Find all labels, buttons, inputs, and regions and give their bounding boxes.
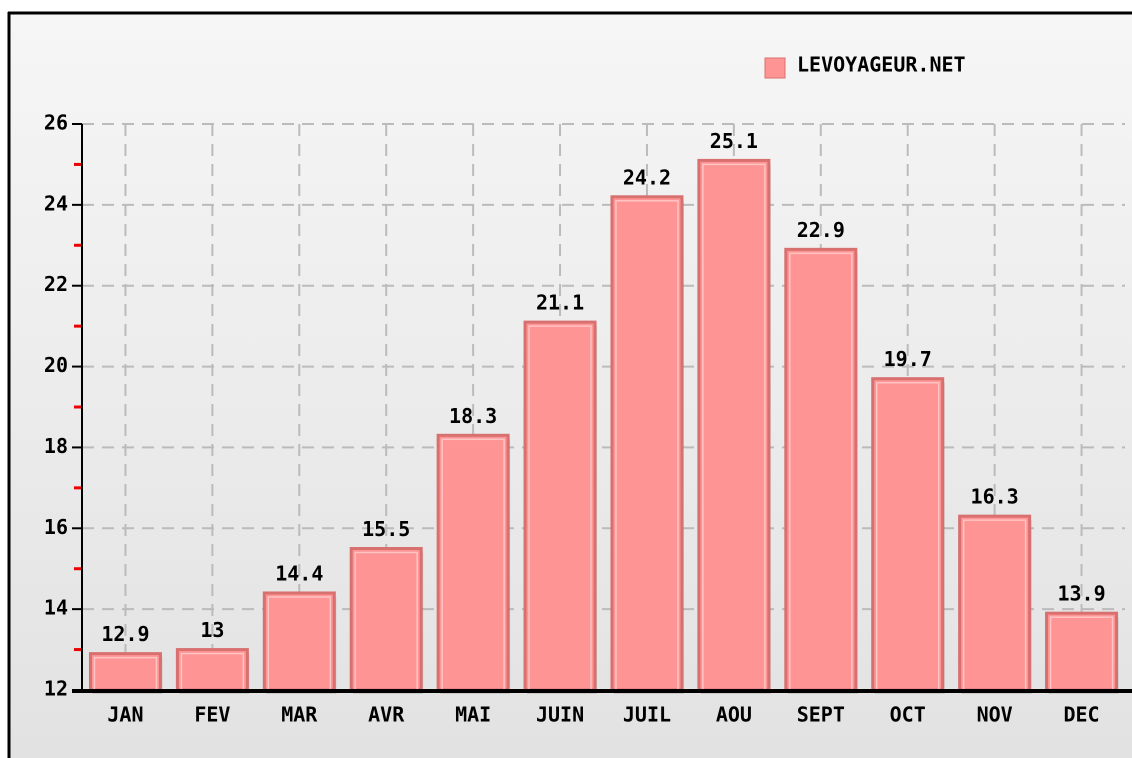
value-label: 21.1 <box>536 291 584 315</box>
bar <box>262 591 336 692</box>
x-tick-label: AOU <box>716 703 752 727</box>
x-tick-label: DEC <box>1063 703 1099 727</box>
bar <box>175 648 249 692</box>
value-label: 19.7 <box>884 347 932 371</box>
bar <box>871 377 945 692</box>
x-tick-label: JUIN <box>536 703 584 727</box>
value-label: 15.5 <box>362 517 410 541</box>
bar <box>88 652 162 692</box>
bar <box>610 195 684 692</box>
x-tick-label: JUIL <box>623 703 671 727</box>
bar <box>784 247 858 692</box>
x-tick-label: MAI <box>455 703 491 727</box>
bar <box>436 433 510 692</box>
value-label: 22.9 <box>797 218 845 242</box>
y-tick-label: 18 <box>44 434 68 458</box>
y-tick-label: 20 <box>44 353 68 377</box>
value-label: 12.9 <box>101 622 149 646</box>
value-label: 16.3 <box>971 485 1019 509</box>
value-label: 25.1 <box>710 129 758 153</box>
x-tick-label: OCT <box>890 703 926 727</box>
legend-swatch <box>764 57 786 79</box>
bar <box>958 514 1032 692</box>
value-label: 24.2 <box>623 165 671 189</box>
y-tick-label: 22 <box>44 272 68 296</box>
y-tick-label: 12 <box>44 677 68 701</box>
value-label: 18.3 <box>449 404 497 428</box>
bar <box>349 547 423 692</box>
bar <box>697 158 771 692</box>
y-tick-label: 16 <box>44 515 68 539</box>
x-tick-label: NOV <box>977 703 1013 727</box>
x-tick-label: FEV <box>194 703 230 727</box>
y-tick-label: 24 <box>44 191 68 215</box>
value-label: 13 <box>200 618 224 642</box>
value-label: 13.9 <box>1057 582 1105 606</box>
x-tick-label: AVR <box>368 703 405 727</box>
bar <box>1045 611 1119 692</box>
x-tick-label: MAR <box>281 703 318 727</box>
y-tick-label: 26 <box>44 111 68 135</box>
y-tick-label: 14 <box>44 596 68 620</box>
bar <box>523 320 597 692</box>
x-tick-label: JAN <box>107 703 143 727</box>
value-label: 14.4 <box>275 561 323 585</box>
x-tick-label: SEPT <box>797 703 845 727</box>
legend-label: LEVOYAGEUR.NET <box>797 53 966 77</box>
